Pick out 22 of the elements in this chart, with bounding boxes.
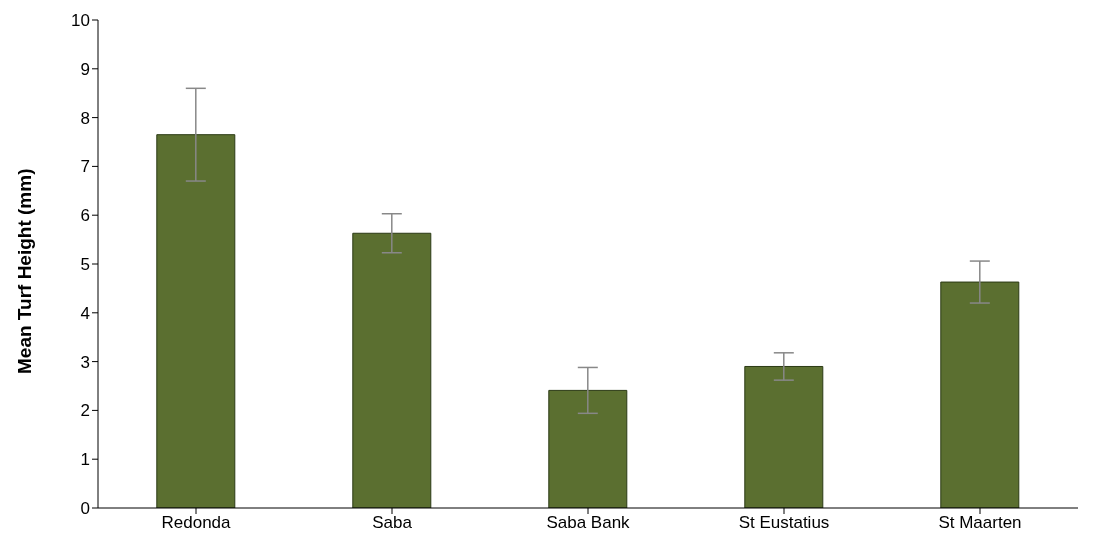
y-tick-label: 5 — [80, 255, 90, 275]
y-tick-label: 4 — [80, 303, 90, 323]
y-tick-label: 6 — [80, 206, 90, 226]
x-tick-label: Saba Bank — [546, 513, 631, 533]
y-tick-label: 0 — [80, 499, 90, 519]
x-tick-label: St Maarten — [938, 513, 1022, 533]
y-tick-label: 2 — [80, 401, 90, 421]
x-tick-label: St Eustatius — [738, 513, 830, 533]
y-axis-title: Mean Turf Height (mm) — [13, 168, 35, 374]
x-tick-label: Redonda — [161, 513, 232, 533]
bar — [352, 232, 432, 508]
y-tick-label: 9 — [80, 59, 90, 79]
bar — [156, 134, 236, 508]
y-tick-label: 10 — [71, 11, 90, 31]
y-tick-label: 1 — [80, 450, 90, 470]
bar — [940, 281, 1020, 508]
y-tick-label: 8 — [80, 108, 90, 128]
y-tick-label: 3 — [80, 352, 90, 372]
bar — [744, 365, 824, 508]
y-tick-label: 7 — [80, 157, 90, 177]
bar — [548, 389, 628, 508]
x-tick-label: Saba — [372, 513, 413, 533]
